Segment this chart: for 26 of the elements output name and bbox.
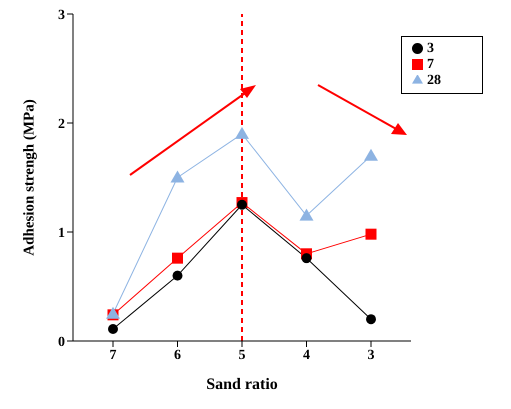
x-axis-title: Sand ratio [206, 376, 278, 393]
x-tick-label: 3 [368, 348, 374, 363]
point [172, 270, 182, 281]
point [170, 170, 184, 182]
point [366, 228, 376, 240]
point [364, 148, 378, 161]
y-tick-label: 1 [58, 226, 65, 241]
y-tick-label: 0 [58, 334, 65, 350]
y-tick-label: 3 [58, 8, 65, 23]
point [366, 314, 376, 324]
point [300, 208, 314, 221]
point [235, 126, 249, 139]
y-axis-title: Adhesion strengh (MPa) [21, 99, 38, 256]
point [106, 306, 120, 319]
x-tick-label: 7 [110, 348, 116, 363]
legend-label: 28 [427, 73, 441, 88]
legend-label: 7 [427, 57, 434, 72]
legend-label: 3 [427, 41, 434, 56]
point [237, 200, 247, 210]
x-tick-label: 4 [303, 348, 310, 363]
x-tick-label: 5 [238, 348, 246, 363]
point [302, 253, 312, 264]
x-tick-label: 6 [174, 348, 181, 363]
point [108, 324, 118, 334]
point [172, 252, 183, 264]
y-tick-label: 2 [58, 116, 65, 132]
